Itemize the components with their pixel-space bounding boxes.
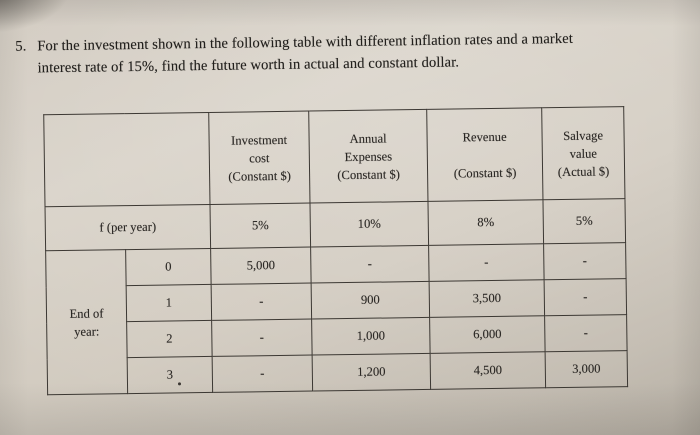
col-header-annual-expenses: Annual Expenses (Constant $): [308, 109, 428, 204]
inflation-rate-salvage: 5%: [542, 198, 626, 244]
inflation-rate-row-label: f (per year): [45, 204, 211, 251]
header-line: Revenue: [462, 129, 507, 144]
col-header-salvage-value: Salvage value (Actual $): [541, 106, 625, 200]
header-line: Salvage: [563, 127, 604, 143]
table-cell: 3,000: [545, 350, 628, 388]
table-cell: -: [543, 242, 627, 280]
header-line: Expenses: [344, 148, 393, 164]
problem-text: For the investment shown in the followin…: [37, 27, 688, 79]
stray-mark: [177, 382, 181, 386]
inflation-rate-investment: 5%: [210, 203, 311, 249]
year-label: 2: [126, 320, 213, 358]
table-cell: 1,000: [311, 317, 431, 356]
header-line: (Constant $): [228, 168, 292, 184]
year-label-text: 3: [166, 367, 174, 382]
col-header-investment-cost: Investment cost (Constant $): [208, 111, 310, 205]
end-of-year-group-label: End of year:: [45, 249, 128, 395]
col-header-revenue: Revenue (Constant $): [426, 107, 543, 202]
table-cell: -: [211, 283, 312, 321]
table-cell: 3,500: [429, 279, 545, 318]
problem-statement: 5. For the investment shown in the follo…: [15, 27, 688, 79]
table-cell: -: [211, 319, 313, 357]
table-cell: 5,000: [210, 247, 312, 285]
header-line: [428, 145, 542, 165]
header-line: (Constant $): [453, 165, 517, 181]
header-line: Investment: [231, 132, 288, 148]
table-cell: 900: [311, 281, 430, 320]
table-cell: -: [310, 245, 430, 284]
table-cell: 1,200: [312, 353, 431, 392]
investment-table: Investment cost (Constant $) Annual Expe…: [43, 106, 628, 395]
table-cell: -: [544, 278, 627, 316]
table-cell: -: [428, 243, 545, 282]
group-label-line: year:: [74, 324, 100, 339]
table-cell: -: [212, 355, 313, 393]
header-line: Annual: [349, 130, 387, 146]
table-cell: -: [544, 314, 628, 352]
year-label: 0: [125, 248, 212, 286]
header-line: value: [569, 146, 598, 161]
inflation-rate-expenses: 10%: [309, 201, 429, 248]
header-line: cost: [249, 150, 270, 165]
inflation-rate-revenue: 8%: [427, 199, 544, 246]
problem-number: 5.: [15, 38, 27, 55]
year-label: 1: [126, 284, 212, 322]
table-cell: 6,000: [429, 315, 546, 354]
blank-corner-cell: [43, 112, 211, 207]
header-line: (Actual $): [557, 163, 610, 179]
year-label: 3: [127, 356, 213, 394]
header-line: (Constant $): [337, 166, 401, 182]
table-cell: 4,500: [430, 351, 546, 390]
group-label-line: End of: [69, 305, 104, 321]
